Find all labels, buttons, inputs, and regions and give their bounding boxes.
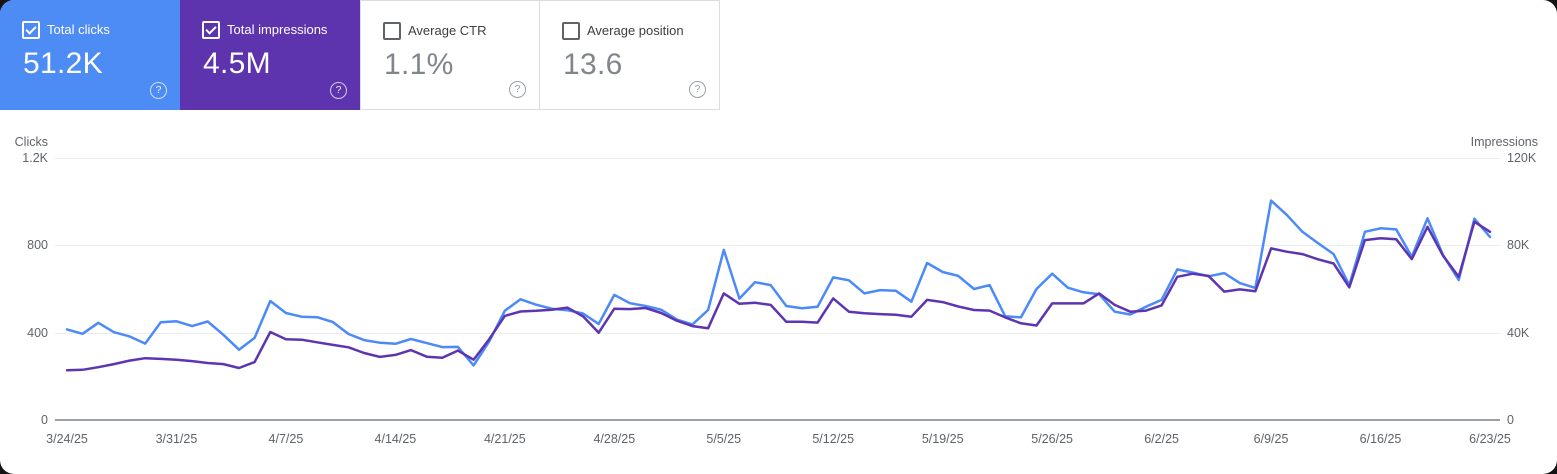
x-axis-label: 5/19/25 xyxy=(921,432,964,446)
metric-card-value: 4.5M xyxy=(203,47,271,80)
help-icon[interactable]: ? xyxy=(330,82,347,99)
right-axis-tick: 80K xyxy=(1507,238,1530,252)
metric-card-value: 51.2K xyxy=(23,47,103,80)
help-icon[interactable]: ? xyxy=(509,81,526,98)
right-axis-title: Impressions xyxy=(1470,135,1538,149)
help-icon[interactable]: ? xyxy=(689,81,706,98)
x-axis-label: 3/31/25 xyxy=(155,432,198,446)
gridline xyxy=(55,245,1500,246)
x-axis-label: 6/23/25 xyxy=(1469,432,1511,446)
left-axis-tick: 1.2K xyxy=(22,151,48,165)
left-axis-title: Clicks xyxy=(14,135,48,149)
metric-card-label: Average position xyxy=(587,23,684,38)
left-axis-tick: 0 xyxy=(41,413,48,427)
average-position-checkbox[interactable] xyxy=(562,22,580,40)
metric-card-label: Total impressions xyxy=(227,22,328,37)
gridline xyxy=(55,333,1500,334)
right-axis-tick: 120K xyxy=(1507,151,1537,165)
total-clicks-checkbox[interactable] xyxy=(22,21,40,39)
metric-card-value: 13.6 xyxy=(563,48,623,81)
total-impressions-checkbox[interactable] xyxy=(202,21,220,39)
help-icon[interactable]: ? xyxy=(150,82,167,99)
metric-cards: Total clicks 51.2K ? Total impressions 4… xyxy=(0,0,720,110)
metric-card-label: Average CTR xyxy=(408,23,487,38)
x-axis-label: 5/26/25 xyxy=(1031,432,1073,446)
right-axis-tick: 0 xyxy=(1507,413,1514,427)
metric-card-total-clicks[interactable]: Total clicks 51.2K ? xyxy=(0,0,180,110)
x-axis-label: 6/9/25 xyxy=(1253,432,1289,446)
gridline xyxy=(55,158,1500,159)
left-axis-tick: 800 xyxy=(27,238,48,252)
metric-card-label: Total clicks xyxy=(47,22,110,37)
right-axis-tick: 40K xyxy=(1507,326,1530,340)
x-axis-label: 5/5/25 xyxy=(706,432,742,446)
x-axis-baseline xyxy=(55,419,1500,421)
x-axis-label: 4/21/25 xyxy=(483,432,526,446)
metric-card-total-impressions[interactable]: Total impressions 4.5M ? xyxy=(180,0,360,110)
x-axis-label: 4/28/25 xyxy=(593,432,636,446)
average-ctr-checkbox[interactable] xyxy=(383,22,401,40)
metric-card-value: 1.1% xyxy=(384,48,454,81)
x-axis-label: 4/14/25 xyxy=(374,432,417,446)
left-axis-tick: 400 xyxy=(27,326,48,340)
metric-card-average-position[interactable]: Average position 13.6 ? xyxy=(540,0,720,110)
x-axis-label: 3/24/25 xyxy=(46,432,88,446)
clicks-line xyxy=(65,199,1492,367)
x-axis-label: 6/2/25 xyxy=(1144,432,1179,446)
performance-line-chart[interactable] xyxy=(0,120,1557,460)
x-axis-label: 4/7/25 xyxy=(268,432,304,446)
x-axis-label: 6/16/25 xyxy=(1359,432,1402,446)
metric-card-average-ctr[interactable]: Average CTR 1.1% ? xyxy=(360,0,540,110)
x-axis-label: 5/12/25 xyxy=(812,432,855,446)
